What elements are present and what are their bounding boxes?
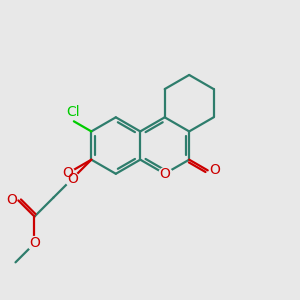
Text: O: O	[6, 194, 17, 207]
Text: Cl: Cl	[66, 105, 80, 119]
Text: O: O	[29, 236, 40, 250]
Text: O: O	[209, 164, 220, 177]
Text: O: O	[159, 167, 170, 181]
Text: O: O	[67, 172, 78, 186]
Text: O: O	[63, 166, 74, 180]
